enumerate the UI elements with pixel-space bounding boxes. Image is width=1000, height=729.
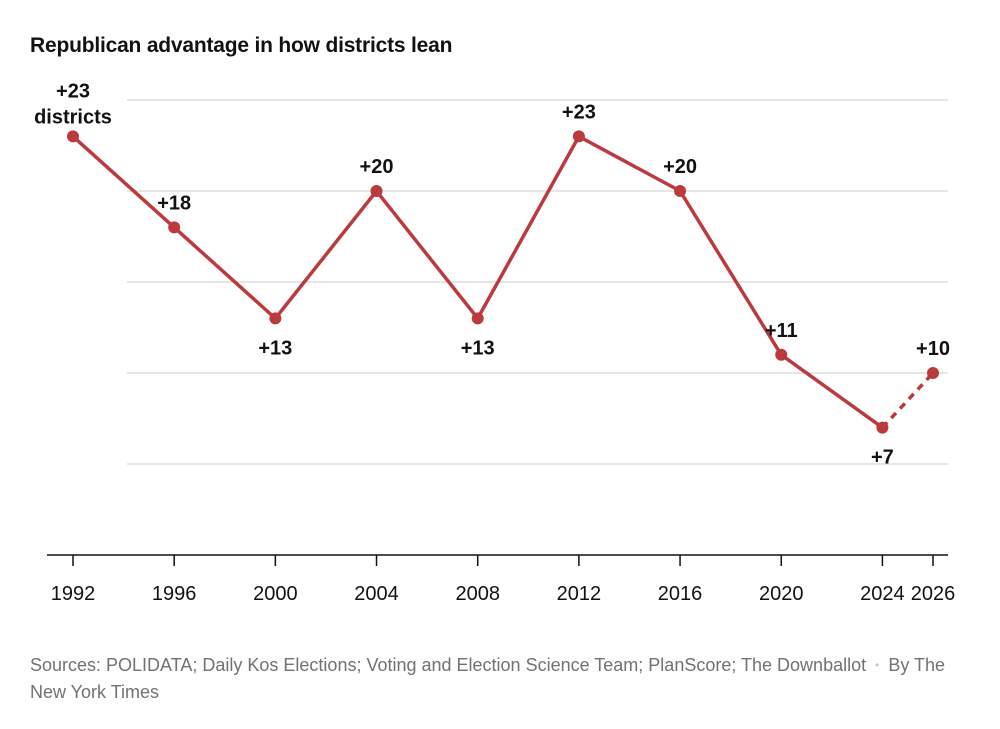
data-label: +7: [871, 447, 894, 469]
data-point: [674, 185, 687, 197]
x-tick-label: 2016: [658, 583, 703, 605]
x-tick-label: 2026: [911, 583, 956, 605]
data-label: +23: [562, 101, 596, 123]
x-tick-label: 2000: [253, 583, 298, 605]
data-point: [572, 130, 585, 143]
data-point: [67, 130, 79, 143]
byline: By The New York Times: [30, 655, 946, 702]
source-text: Sources: POLIDATA; Daily Kos Elections; …: [30, 655, 867, 675]
x-tick-label: 1992: [51, 583, 96, 605]
separator-dot: •: [875, 658, 880, 672]
data-label: +13: [461, 337, 495, 359]
data-label: +20: [663, 156, 697, 178]
data-point: [927, 367, 939, 379]
data-point: [370, 185, 383, 197]
x-tick-label: 2004: [354, 583, 399, 605]
data-label: +18: [157, 192, 191, 214]
data-label: +20: [360, 156, 394, 178]
series-line-projected: [881, 371, 935, 429]
data-label: +23: [56, 80, 90, 102]
data-label: +10: [916, 338, 950, 360]
x-tick-label: 1996: [152, 583, 197, 605]
x-tick-label: 2020: [759, 583, 804, 605]
data-point: [876, 421, 889, 434]
data-point: [775, 348, 788, 361]
data-point: [269, 312, 282, 325]
data-label-unit: districts: [34, 106, 112, 128]
data-point: [471, 312, 484, 325]
data-label: +13: [258, 337, 292, 359]
x-tick-label: 2008: [455, 583, 500, 605]
line-chart: 1992 1996 2000 2004 2008 2012 2016 2020 2024 2026…: [34, 80, 956, 605]
source-note: Sources: POLIDATA; Daily Kos Elections; …: [30, 652, 970, 706]
data-label: +11: [765, 320, 798, 342]
data-point: [168, 221, 181, 234]
x-tick-label: 2012: [557, 583, 602, 605]
chart-title: Republican advantage in how districts le…: [30, 34, 453, 57]
x-tick-label: 2024: [860, 583, 905, 605]
